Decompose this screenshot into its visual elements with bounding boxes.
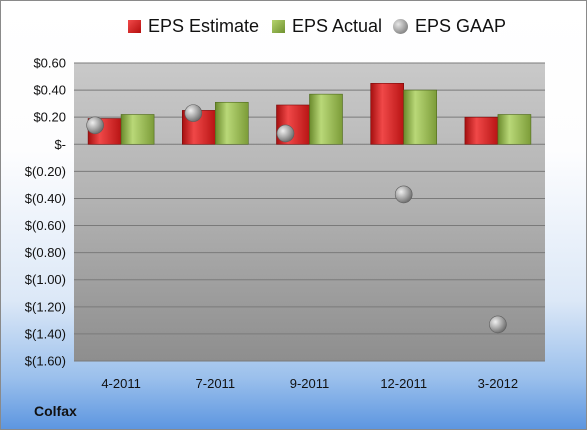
y-tick-label: $(1.00) <box>25 272 66 287</box>
legend-item-eps-gaap: EPS GAAP <box>393 16 506 37</box>
marker-eps-gaap-12-2011 <box>394 185 413 204</box>
marker-eps-gaap-4-2011 <box>86 116 104 135</box>
y-tick-label: $(0.60) <box>25 218 66 233</box>
y-tick-label: $- <box>54 137 66 152</box>
legend-label-eps-estimate: EPS Estimate <box>148 16 260 36</box>
y-tick-label: $(1.40) <box>25 326 66 341</box>
x-tick-label: 3-2012 <box>478 376 518 391</box>
legend-swatch-eps-actual <box>272 20 285 33</box>
y-tick-label: $0.20 <box>33 110 66 125</box>
legend-item-eps-estimate: EPS Estimate <box>128 16 259 37</box>
x-tick-label: 4-2011 <box>101 376 141 391</box>
legend-label-eps-gaap: EPS GAAP <box>415 16 507 36</box>
x-tick-label: 9-2011 <box>290 376 330 391</box>
bar-eps-actual-7-2011 <box>215 101 249 145</box>
marker-eps-gaap-3-2012 <box>489 315 507 334</box>
legend-swatch-eps-gaap <box>393 19 408 34</box>
legend-swatch-eps-estimate <box>128 20 141 33</box>
gaap-markers <box>86 104 507 334</box>
x-tick-label: 12-2011 <box>380 376 427 391</box>
bar-eps-actual-3-2012 <box>497 114 532 145</box>
legend-label-eps-actual: EPS Actual <box>292 16 383 36</box>
company-name: Colfax <box>34 403 77 419</box>
y-axis-labels: $0.60 $0.40 $0.20 $- $(0.20) $(0.40) $(0.60) $(… <box>25 56 66 369</box>
y-tick-label: $0.60 <box>33 56 66 71</box>
bar-eps-estimate-12-2011 <box>370 83 405 145</box>
x-tick-label: 7-2011 <box>196 376 236 391</box>
bar-eps-estimate-3-2012 <box>464 116 499 145</box>
bar-eps-actual-4-2011 <box>120 114 155 145</box>
bar-eps-actual-12-2011 <box>403 89 438 145</box>
marker-eps-gaap-7-2011 <box>184 104 203 122</box>
x-axis-labels: 4-2011 7-2011 9-2011 12-2011 3-2012 <box>101 376 518 391</box>
legend: EPS Estimate EPS Actual EPS GAAP <box>1 16 586 44</box>
y-tick-label: $(1.60) <box>25 354 66 369</box>
y-tick-label: $(1.20) <box>25 299 66 314</box>
bars <box>87 83 532 145</box>
y-tick-label: $(0.20) <box>25 164 66 179</box>
bar-eps-actual-9-2011 <box>309 93 343 145</box>
y-tick-label: $(0.40) <box>25 191 66 206</box>
legend-item-eps-actual: EPS Actual <box>272 16 382 37</box>
y-tick-label: $0.40 <box>33 83 66 98</box>
marker-eps-gaap-9-2011 <box>276 124 295 143</box>
y-tick-label: $(0.80) <box>25 245 66 260</box>
